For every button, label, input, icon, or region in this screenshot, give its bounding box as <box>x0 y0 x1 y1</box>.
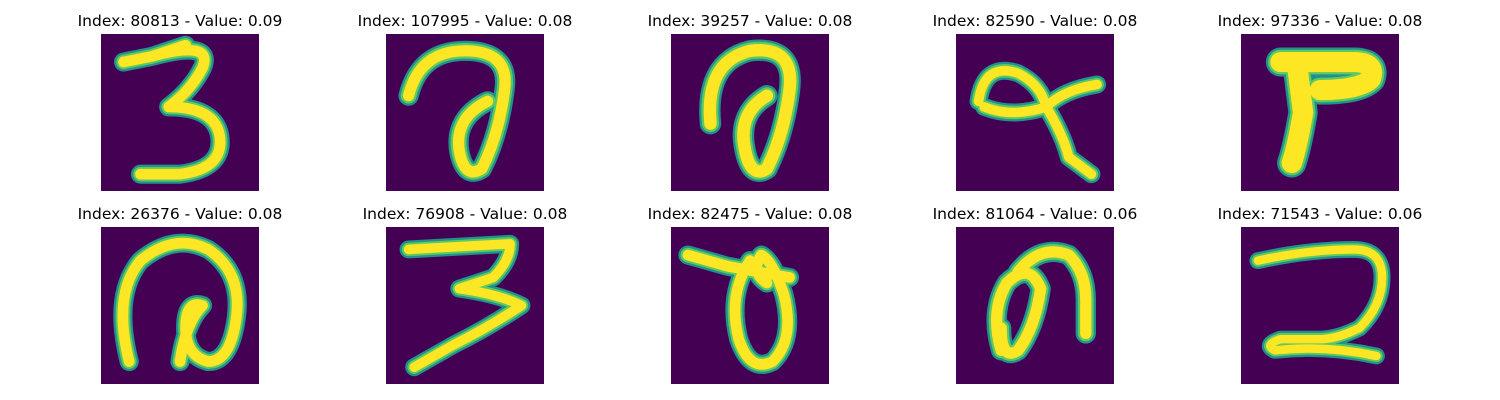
panel-4: Index: 82590 - Value: 0.08 <box>905 10 1165 191</box>
digit-image <box>386 227 544 384</box>
panel-2: Index: 107995 - Value: 0.08 <box>335 10 595 191</box>
panel-9: Index: 81064 - Value: 0.06 <box>905 203 1165 384</box>
panel-3: Index: 39257 - Value: 0.08 <box>620 10 880 191</box>
panel-6: Index: 26376 - Value: 0.08 <box>50 203 310 384</box>
panel-title: Index: 82475 - Value: 0.08 <box>647 205 853 223</box>
panel-5: Index: 97336 - Value: 0.08 <box>1190 10 1450 191</box>
digit-image <box>1241 34 1399 191</box>
panel-title: Index: 97336 - Value: 0.08 <box>1217 12 1423 30</box>
panel-title: Index: 82590 - Value: 0.08 <box>932 12 1138 30</box>
panel-1: Index: 80813 - Value: 0.09 <box>50 10 310 191</box>
digit-image <box>386 34 544 191</box>
panel-title: Index: 76908 - Value: 0.08 <box>362 205 568 223</box>
panel-title: Index: 107995 - Value: 0.08 <box>357 12 573 30</box>
digit-image <box>671 227 829 384</box>
digit-image <box>101 227 259 384</box>
digit-image <box>956 34 1114 191</box>
panel-10: Index: 71543 - Value: 0.06 <box>1190 203 1450 384</box>
digit-image <box>956 227 1114 384</box>
panel-title: Index: 26376 - Value: 0.08 <box>77 205 283 223</box>
panel-title: Index: 39257 - Value: 0.08 <box>647 12 853 30</box>
panel-title: Index: 71543 - Value: 0.06 <box>1217 205 1423 223</box>
panel-title: Index: 81064 - Value: 0.06 <box>932 205 1138 223</box>
digit-image <box>671 34 829 191</box>
digit-image <box>1241 227 1399 384</box>
panel-title: Index: 80813 - Value: 0.09 <box>77 12 283 30</box>
panel-8: Index: 82475 - Value: 0.08 <box>620 203 880 384</box>
digit-image <box>101 34 259 191</box>
panel-7: Index: 76908 - Value: 0.08 <box>335 203 595 384</box>
